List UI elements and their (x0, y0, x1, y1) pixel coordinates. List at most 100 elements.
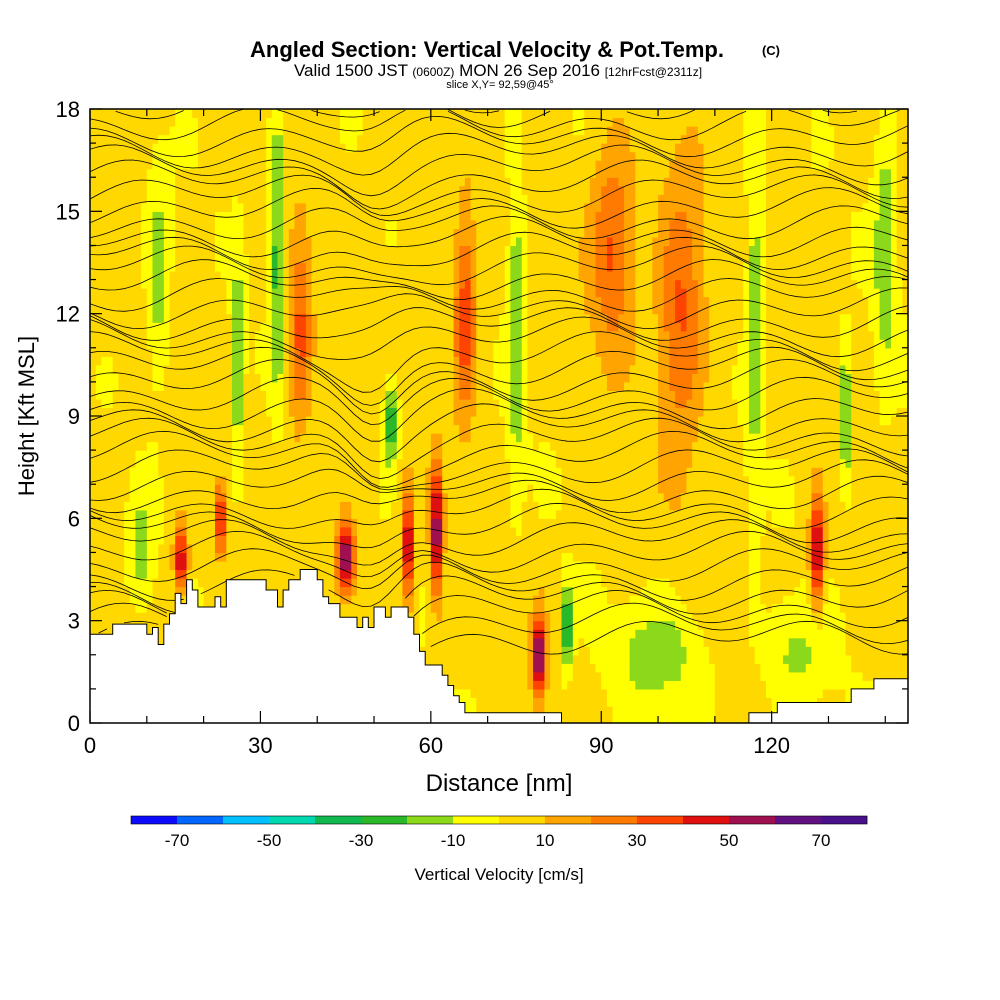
velocity-cell (163, 288, 171, 298)
velocity-cell (510, 424, 523, 434)
velocity-cell (550, 637, 563, 647)
velocity-cell (629, 126, 688, 136)
velocity-cell (822, 595, 830, 605)
velocity-cell (606, 126, 631, 136)
velocity-cell (686, 646, 710, 656)
velocity-cell (510, 492, 528, 502)
velocity-cell (873, 347, 908, 357)
velocity-cell (544, 629, 551, 639)
velocity-cell (686, 654, 710, 664)
velocity-cell (544, 654, 551, 664)
velocity-cell (834, 151, 875, 161)
theta-contour (464, 109, 500, 114)
velocity-cell (896, 151, 908, 161)
velocity-cell (146, 569, 159, 579)
velocity-cell (584, 228, 597, 238)
velocity-cell (453, 305, 460, 315)
velocity-cell (652, 253, 665, 264)
velocity-cell (748, 381, 761, 392)
velocity-cell (868, 185, 881, 195)
velocity-cell (232, 373, 244, 383)
velocity-cell (402, 509, 415, 519)
velocity-cell (283, 339, 290, 349)
velocity-cell (697, 279, 705, 289)
velocity-cell (476, 279, 506, 289)
velocity-cell (152, 347, 171, 357)
velocity-cell (748, 637, 790, 647)
velocity-cell (453, 356, 460, 366)
velocity-cell (675, 398, 688, 409)
velocity-cell (442, 458, 511, 468)
velocity-cell (402, 501, 415, 511)
velocity-cell (334, 518, 341, 528)
velocity-cell (334, 535, 341, 545)
velocity-cell (152, 356, 171, 366)
velocity-cell (385, 219, 398, 229)
velocity-cell (288, 279, 296, 289)
velocity-cell (504, 117, 523, 127)
velocity-cell (680, 279, 699, 289)
colorbar-tick-label: -30 (349, 831, 374, 850)
velocity-cell (476, 313, 500, 323)
velocity-cell (703, 168, 744, 178)
colorbar-swatch (361, 816, 408, 824)
velocity-cell (703, 202, 750, 212)
velocity-cell (601, 569, 750, 579)
velocity-cell (459, 288, 472, 298)
velocity-cell (232, 202, 244, 212)
velocity-cell (493, 356, 511, 366)
velocity-cell (658, 364, 671, 374)
velocity-cell (152, 373, 165, 383)
velocity-cell (709, 313, 744, 323)
velocity-cell (839, 586, 908, 596)
velocity-cell (737, 347, 750, 357)
velocity-cell (714, 671, 761, 681)
velocity-cell (129, 475, 165, 485)
velocity-cell (226, 526, 335, 536)
velocity-cell (601, 671, 631, 681)
velocity-cell (311, 330, 318, 340)
velocity-cell (214, 535, 227, 545)
velocity-cell (890, 262, 898, 272)
velocity-cell (822, 467, 841, 477)
velocity-cell (521, 339, 528, 349)
velocity-cell (521, 236, 528, 247)
velocity-cell (743, 160, 767, 170)
velocity-cell (533, 654, 546, 664)
velocity-cell (90, 595, 131, 605)
velocity-cell (584, 211, 597, 221)
velocity-cell (828, 109, 881, 119)
velocity-cell (839, 390, 852, 400)
velocity-cell (385, 407, 398, 417)
velocity-cell (834, 134, 875, 144)
velocity-cell (623, 202, 636, 212)
velocity-cell (737, 398, 750, 409)
velocity-cell (510, 253, 523, 264)
velocity-cell (453, 347, 460, 357)
velocity-cell (629, 654, 688, 664)
velocity-cell (476, 262, 506, 272)
velocity-cell (413, 509, 426, 519)
velocity-cell (266, 168, 273, 178)
velocity-cell (572, 629, 636, 639)
velocity-cell (175, 578, 188, 588)
velocity-cell (226, 501, 341, 511)
velocity-cell (294, 279, 307, 289)
velocity-cell (402, 398, 455, 409)
velocity-cell (561, 637, 574, 647)
velocity-cell (533, 663, 546, 673)
theta-contour (90, 403, 908, 463)
velocity-cell (90, 330, 148, 340)
velocity-cell (703, 407, 739, 417)
velocity-cell (249, 356, 256, 366)
velocity-cell (851, 416, 881, 426)
velocity-cell (175, 526, 188, 536)
velocity-cell (385, 228, 398, 238)
velocity-cell (260, 322, 273, 332)
velocity-cell (311, 322, 318, 332)
velocity-cell (305, 373, 313, 383)
velocity-cell (90, 271, 142, 281)
velocity-cell (601, 305, 625, 315)
velocity-cell (550, 654, 563, 664)
velocity-cell (862, 671, 908, 681)
